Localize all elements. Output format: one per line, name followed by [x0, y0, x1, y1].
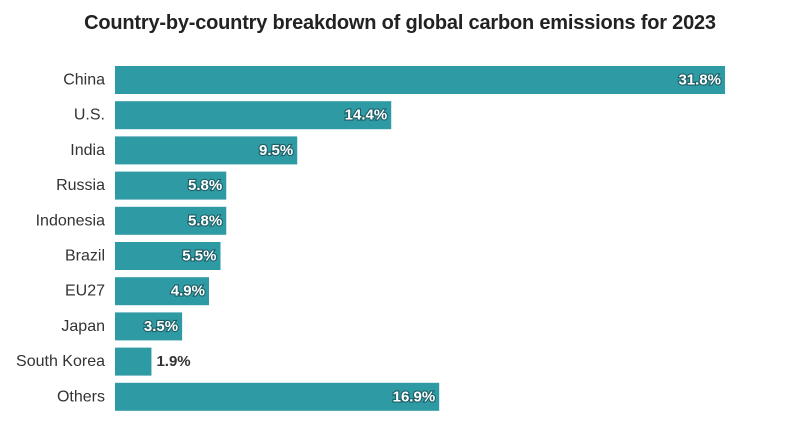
- category-label-brazil: Brazil: [65, 248, 105, 265]
- bar-u-s: [115, 101, 392, 130]
- category-label-others: Others: [57, 388, 105, 405]
- bar-eu27: [115, 277, 209, 306]
- category-label-india: India: [70, 142, 105, 159]
- value-label-others: 16.9%: [393, 388, 436, 405]
- value-label-japan: 3.5%: [144, 318, 178, 335]
- value-label-russia: 5.8%: [188, 177, 222, 194]
- category-label-china: China: [63, 72, 105, 89]
- category-label-u-s: U.S.: [74, 107, 105, 124]
- value-label-indonesia: 5.8%: [188, 212, 222, 229]
- category-label-japan: Japan: [61, 318, 105, 335]
- value-label-south-korea: 1.9%: [156, 353, 190, 370]
- category-label-eu27: EU27: [65, 283, 105, 300]
- chart-title: Country-by-country breakdown of global c…: [84, 12, 716, 34]
- bar-russia: [115, 171, 227, 200]
- bar-india: [115, 136, 298, 165]
- bar-china: [115, 66, 725, 94]
- value-label-china: 31.8%: [678, 72, 721, 89]
- bar-indonesia: [115, 206, 227, 235]
- value-label-india: 9.5%: [259, 142, 293, 159]
- bar-south-korea: [115, 347, 152, 376]
- category-label-south-korea: South Korea: [16, 353, 105, 370]
- bar-brazil: [115, 242, 221, 270]
- bar-others: [115, 382, 440, 411]
- value-label-u-s: 14.4%: [345, 107, 388, 124]
- category-label-indonesia: Indonesia: [36, 212, 105, 229]
- bar-japan: [115, 312, 183, 341]
- category-label-russia: Russia: [56, 177, 105, 194]
- value-label-eu27: 4.9%: [171, 283, 205, 300]
- value-label-brazil: 5.5%: [182, 248, 216, 265]
- bars-layer: China 31.8% U.S. 14.4% India 9.5% Russia 5.8% In…: [16, 66, 725, 411]
